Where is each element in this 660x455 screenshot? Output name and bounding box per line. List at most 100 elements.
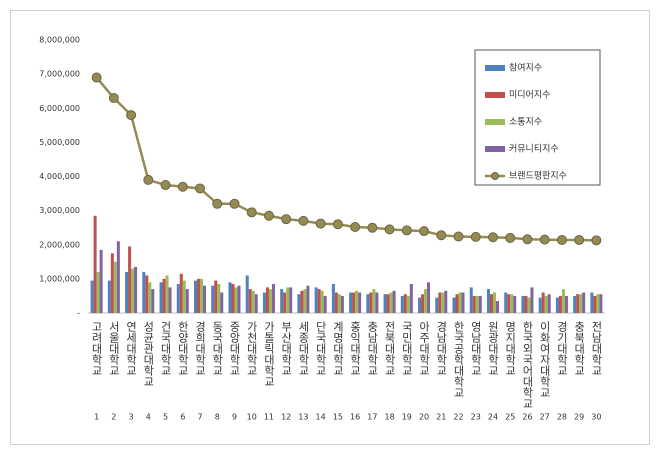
y-tick-label: 3,000,000 — [39, 206, 80, 215]
x-tick-label: 중앙대학교 — [228, 321, 241, 376]
x-tick-label: 연세대학교 — [125, 321, 138, 376]
bar — [435, 297, 439, 313]
x-tick-label: 한양대학교 — [176, 321, 189, 376]
bar — [220, 292, 224, 313]
bar — [438, 292, 442, 313]
bar — [197, 278, 201, 313]
bar — [90, 280, 94, 313]
line-marker — [108, 93, 119, 104]
bar — [383, 294, 387, 313]
legend-box — [474, 49, 601, 186]
bar — [579, 294, 583, 313]
x-rank-label: 14 — [316, 413, 326, 422]
line-marker — [126, 110, 137, 121]
bar — [573, 295, 577, 313]
bar — [134, 266, 138, 313]
bar — [418, 297, 422, 313]
x-rank-label: 26 — [522, 413, 532, 422]
bar — [421, 294, 425, 313]
bar — [400, 295, 404, 313]
bar — [271, 283, 275, 313]
legend-swatch — [485, 119, 505, 125]
bar — [513, 295, 517, 313]
bar — [200, 278, 204, 313]
bar — [349, 292, 353, 313]
bar — [593, 295, 597, 313]
legend-swatch — [485, 65, 505, 71]
x-tick-label: 가천대학교 — [245, 321, 258, 376]
legend-label: 소통지수 — [509, 117, 542, 128]
legend-label: 브랜드평판지수 — [509, 171, 567, 182]
bar — [340, 295, 344, 313]
bar — [176, 283, 180, 313]
bar — [409, 283, 413, 313]
x-tick-label: 부산대학교 — [280, 321, 293, 376]
x-tick-label: 이화여자대학교 — [538, 321, 551, 398]
bar — [352, 292, 356, 313]
bar — [538, 297, 542, 313]
bar — [375, 292, 379, 313]
x-tick-label: 가톨릭대학교 — [262, 321, 275, 387]
x-tick-label: 건국대학교 — [159, 321, 172, 376]
bar — [366, 294, 370, 313]
x-rank-label: 28 — [557, 413, 567, 422]
y-tick-label: 6,000,000 — [39, 104, 80, 113]
bar — [265, 287, 269, 313]
bar — [524, 295, 528, 313]
x-rank-label: 16 — [350, 413, 360, 422]
x-tick-label: 성균관대학교 — [142, 321, 155, 387]
line-marker — [401, 225, 412, 236]
bar — [151, 289, 155, 313]
bar — [472, 295, 476, 313]
x-tick-label: 전북대학교 — [383, 321, 396, 376]
x-tick-label: 서울대학교 — [107, 321, 120, 376]
bar — [455, 294, 459, 313]
line-marker — [91, 72, 102, 83]
line-marker — [436, 230, 447, 241]
line-marker — [556, 234, 567, 245]
bar — [268, 289, 272, 313]
x-tick-label: 국민대학교 — [400, 321, 413, 376]
y-tick-label: 7,000,000 — [39, 70, 80, 79]
bar — [530, 287, 534, 313]
line-marker — [539, 234, 550, 245]
bar — [424, 289, 428, 313]
line-marker — [419, 226, 430, 237]
x-tick-label: 경남대학교 — [435, 321, 448, 376]
x-tick-label: 동국대학교 — [211, 321, 224, 376]
bar — [561, 289, 565, 313]
legend-swatch — [485, 92, 505, 98]
bar — [131, 268, 135, 313]
y-tick-label: - — [77, 309, 80, 318]
bar — [337, 294, 341, 313]
bar — [495, 301, 499, 313]
bar — [116, 241, 120, 313]
bar — [541, 292, 545, 313]
x-rank-label: 10 — [247, 413, 257, 422]
x-rank-label: 17 — [367, 413, 377, 422]
y-tick-label: 2,000,000 — [39, 240, 80, 249]
bar — [297, 294, 301, 313]
bar — [214, 280, 218, 313]
x-tick-label: 한국외국어대학교 — [521, 321, 534, 409]
x-rank-label: 15 — [333, 413, 343, 422]
bar — [113, 261, 117, 313]
bar — [427, 282, 431, 313]
bar — [389, 292, 393, 313]
x-rank-label: 2 — [111, 413, 116, 422]
bar — [331, 283, 335, 313]
bar — [547, 294, 551, 313]
x-rank-label: 30 — [591, 413, 601, 422]
line-marker — [246, 207, 257, 218]
bar — [441, 292, 445, 313]
x-tick-label: 단국대학교 — [314, 321, 327, 376]
bar — [217, 283, 221, 313]
x-rank-label: 9 — [232, 413, 237, 422]
x-rank-label: 19 — [402, 413, 412, 422]
x-tick-label: 세종대학교 — [297, 321, 310, 376]
bar — [489, 294, 493, 313]
bar — [403, 294, 407, 313]
bar — [507, 294, 511, 313]
bar — [372, 289, 376, 313]
